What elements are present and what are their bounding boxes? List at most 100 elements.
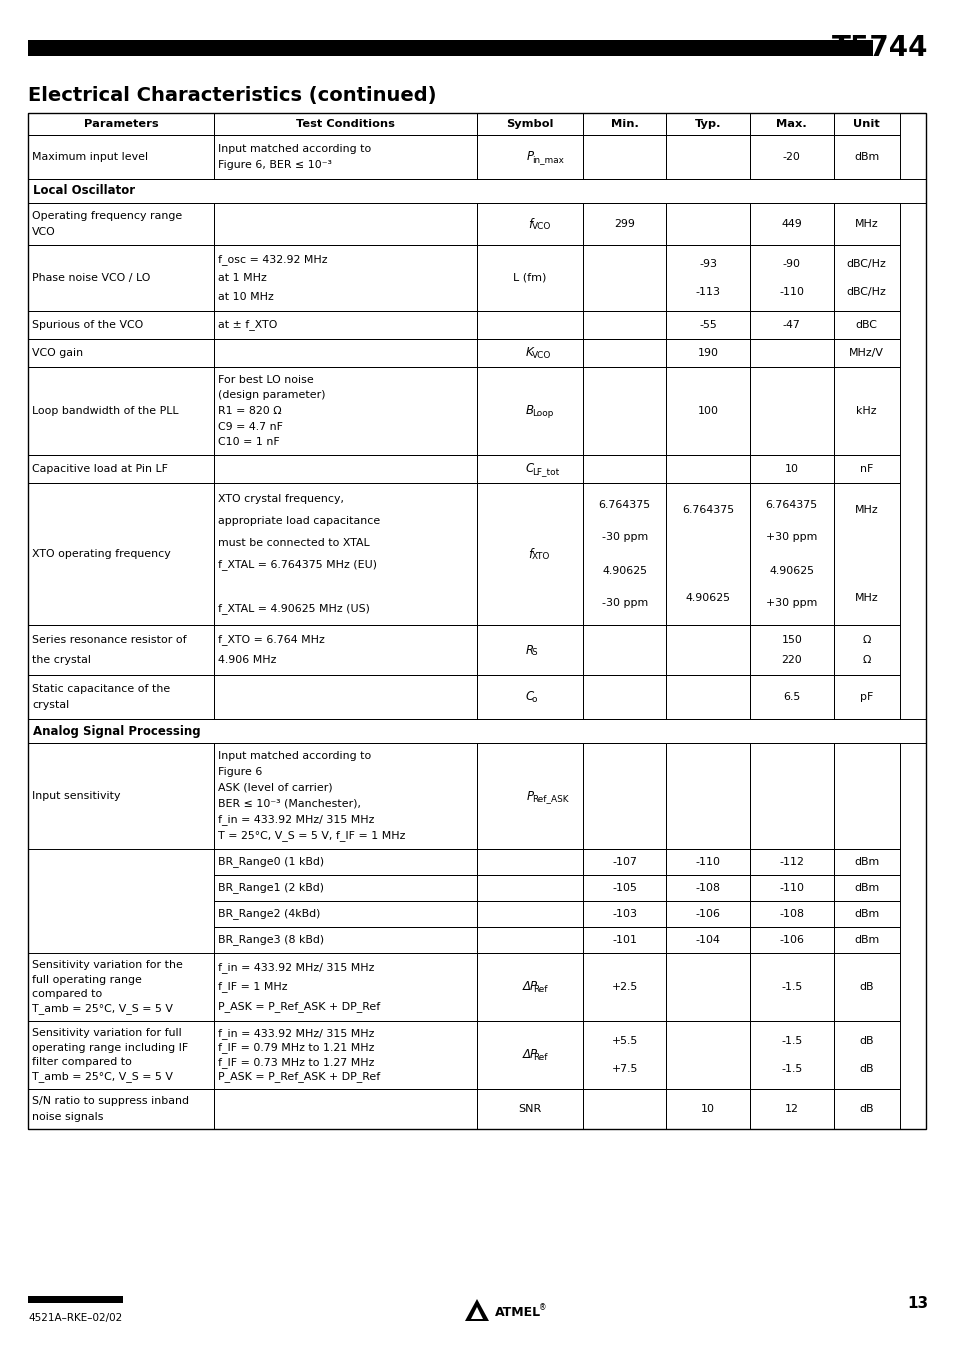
Bar [582, 455, 666, 484]
Bar [476, 339, 582, 367]
Bar [28, 203, 213, 245]
Bar [582, 113, 666, 135]
Bar [666, 367, 749, 455]
Bar [666, 927, 749, 952]
Text: For best LO noise: For best LO noise [217, 374, 314, 385]
Text: Operating frequency range: Operating frequency range [32, 211, 182, 222]
Text: f: f [527, 218, 532, 231]
Bar [749, 484, 833, 626]
Text: XTO: XTO [531, 553, 550, 562]
Text: XTO crystal frequency,: XTO crystal frequency, [217, 494, 343, 504]
Text: 6.764375: 6.764375 [681, 505, 734, 515]
Text: +5.5: +5.5 [611, 1035, 638, 1046]
Text: dBC: dBC [855, 320, 877, 330]
Text: 299: 299 [614, 219, 635, 230]
Text: C9 = 4.7 nF: C9 = 4.7 nF [217, 422, 283, 431]
Text: -1.5: -1.5 [781, 1065, 801, 1074]
Bar [833, 203, 899, 245]
Bar [476, 952, 582, 1021]
Bar [213, 901, 476, 927]
Text: 6.5: 6.5 [782, 692, 800, 703]
Bar [476, 927, 582, 952]
Text: f_XTO = 6.764 MHz: f_XTO = 6.764 MHz [217, 635, 324, 646]
Text: +30 ppm: +30 ppm [765, 532, 817, 543]
Text: -108: -108 [695, 884, 720, 893]
Bar [476, 367, 582, 455]
Bar [666, 626, 749, 676]
Text: VCO: VCO [32, 227, 55, 236]
Text: VCO: VCO [531, 351, 551, 361]
Text: filter compared to: filter compared to [32, 1058, 132, 1067]
Bar [28, 41, 872, 55]
Text: f_in = 433.92 MHz/ 315 MHz: f_in = 433.92 MHz/ 315 MHz [217, 815, 374, 825]
Text: T_amb = 25°C, V_S = 5 V: T_amb = 25°C, V_S = 5 V [32, 1071, 172, 1082]
Text: -1.5: -1.5 [781, 1035, 801, 1046]
Text: f_IF = 0.79 MHz to 1.21 MHz: f_IF = 0.79 MHz to 1.21 MHz [217, 1043, 374, 1054]
Bar [666, 1021, 749, 1089]
Bar [213, 203, 476, 245]
Bar [476, 484, 582, 626]
Bar [28, 1021, 213, 1089]
Text: -47: -47 [782, 320, 800, 330]
Bar [213, 927, 476, 952]
Text: -30 ppm: -30 ppm [601, 532, 647, 543]
Text: 12: 12 [784, 1104, 798, 1115]
Bar [833, 367, 899, 455]
Text: B: B [525, 404, 534, 417]
Bar [213, 245, 476, 311]
Text: P_ASK = P_Ref_ASK + DP_Ref: P_ASK = P_Ref_ASK + DP_Ref [217, 1071, 379, 1082]
Text: Symbol: Symbol [506, 119, 553, 128]
Bar [28, 743, 213, 848]
Text: Loop: Loop [531, 409, 553, 419]
Bar [749, 927, 833, 952]
Text: MHz/V: MHz/V [848, 349, 883, 358]
Text: Unit: Unit [853, 119, 880, 128]
Text: -110: -110 [695, 857, 720, 867]
Text: f_in = 433.92 MHz/ 315 MHz: f_in = 433.92 MHz/ 315 MHz [217, 1028, 374, 1039]
Text: -103: -103 [612, 909, 637, 919]
Text: -104: -104 [695, 935, 720, 944]
Bar [666, 848, 749, 875]
Bar [666, 455, 749, 484]
Text: Figure 6, BER ≤ 10⁻³: Figure 6, BER ≤ 10⁻³ [217, 161, 332, 170]
Text: f_osc = 432.92 MHz: f_osc = 432.92 MHz [217, 254, 327, 265]
Text: f_XTAL = 4.90625 MHz (US): f_XTAL = 4.90625 MHz (US) [217, 604, 370, 615]
Text: nF: nF [860, 463, 873, 474]
Bar [833, 245, 899, 311]
Text: compared to: compared to [32, 989, 102, 1000]
Text: Analog Signal Processing: Analog Signal Processing [33, 724, 200, 738]
Bar [28, 676, 213, 719]
Bar [28, 484, 213, 626]
Text: -30 ppm: -30 ppm [601, 598, 647, 608]
Text: -110: -110 [779, 286, 803, 297]
Bar [213, 484, 476, 626]
Bar [213, 311, 476, 339]
Bar [833, 1089, 899, 1129]
Bar [582, 927, 666, 952]
Bar [476, 245, 582, 311]
Bar [833, 113, 899, 135]
Bar [833, 743, 899, 848]
Text: must be connected to XTAL: must be connected to XTAL [217, 538, 369, 549]
Bar [213, 676, 476, 719]
Bar [476, 875, 582, 901]
Text: at 1 MHz: at 1 MHz [217, 273, 266, 282]
Bar [749, 311, 833, 339]
Text: -106: -106 [779, 935, 803, 944]
Text: BR_Range3 (8 kBd): BR_Range3 (8 kBd) [217, 935, 324, 946]
Bar [28, 135, 213, 178]
Bar [749, 875, 833, 901]
Text: C: C [525, 690, 534, 704]
Bar [666, 339, 749, 367]
Text: Parameters: Parameters [84, 119, 158, 128]
Bar [476, 113, 582, 135]
Bar [749, 245, 833, 311]
Text: dBC/Hz: dBC/Hz [846, 286, 885, 297]
Bar [28, 367, 213, 455]
Text: at 10 MHz: at 10 MHz [217, 292, 274, 301]
Bar [476, 203, 582, 245]
Bar [582, 1021, 666, 1089]
Text: -90: -90 [781, 259, 800, 269]
Bar [213, 952, 476, 1021]
Text: in_max: in_max [531, 155, 563, 165]
